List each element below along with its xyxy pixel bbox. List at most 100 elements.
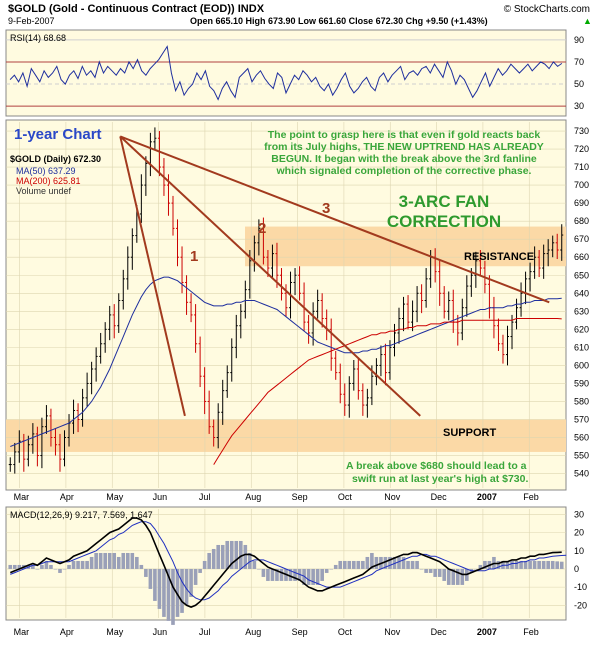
macd-hist-bar: [361, 560, 365, 569]
macd-hist-bar: [220, 544, 225, 569]
rsi-tick-label: 70: [574, 57, 584, 67]
macd-hist-bar: [338, 560, 343, 569]
macd-hist-bar: [211, 548, 216, 569]
macd-hist-bar: [103, 552, 107, 569]
macd-tick-label: -20: [574, 600, 587, 610]
macd-legend: MACD(12,26,9) 9.217, 7.569, 1.647: [10, 510, 153, 520]
macd-hist-bar: [44, 560, 49, 569]
macd-hist-bar: [437, 568, 442, 577]
rsi-panel-bg: [5, 29, 567, 117]
macd-hist-bar: [40, 564, 44, 569]
macd-signal-line: [10, 521, 567, 601]
macd-panel: MACD(12,26,9) 9.217, 7.569, 1.647 -20 -10…: [5, 506, 587, 625]
macd-hist-bar: [401, 556, 406, 569]
macd-hist-bar: [53, 568, 58, 570]
up-arrow-icon: ▲: [583, 16, 592, 26]
macd-hist-bar: [374, 556, 379, 569]
month-label: Feb: [523, 492, 539, 502]
macd-hist-bar: [31, 564, 35, 569]
macd-hist-bar: [121, 552, 126, 569]
macd-hist-bar: [98, 552, 103, 569]
macd-hist-bar: [279, 568, 284, 581]
macd-hist-bar: [85, 560, 89, 569]
macd-tick-label: 0: [574, 564, 579, 574]
macd-hist-bar: [532, 560, 537, 569]
macd-hist-bar: [139, 564, 144, 569]
fanline-2: [119, 135, 421, 417]
month-label: Jul: [199, 492, 211, 502]
rsi-panel: RSI(14) 68.68 30 50 70 90: [5, 29, 584, 117]
macd-hist-bar: [189, 568, 193, 597]
macd-hist-bar: [270, 568, 275, 581]
volume-legend: Volume undef: [16, 186, 72, 196]
macd-hist-bar: [365, 556, 370, 569]
price-tick-label: 660: [574, 252, 589, 262]
macd-hist-bar: [35, 568, 40, 570]
macd-hist-bar: [243, 544, 248, 569]
commentary-line-4: which signaled completion of the correct…: [276, 165, 532, 177]
macd-hist-bar: [225, 540, 230, 569]
macd-month-label: Dec: [431, 627, 448, 637]
macd-hist-bar: [202, 560, 207, 569]
price-tick-label: 640: [574, 288, 589, 298]
macd-hist-bar: [293, 568, 297, 581]
macd-hist-bar: [58, 568, 62, 573]
macd-hist-bar: [311, 568, 315, 585]
price-tick-label: 650: [574, 270, 589, 280]
fan-number-3: 3: [322, 200, 330, 217]
fanline-1: [119, 136, 186, 417]
support-label: SUPPORT: [443, 427, 496, 439]
month-label: Mar: [14, 492, 30, 502]
macd-month-label: Jul: [199, 627, 211, 637]
rsi-tick-label: 50: [574, 79, 584, 89]
macd-hist-bar: [297, 568, 302, 581]
macd-hist-bar: [198, 568, 202, 573]
price-legend: $GOLD (Daily) 672.30: [10, 154, 101, 164]
macd-hist-bar: [112, 552, 117, 569]
macd-hist-bar: [248, 552, 252, 569]
macd-hist-bar: [107, 552, 112, 569]
macd-hist-bar: [80, 560, 85, 569]
commentary-line-2: from its July highs, THE NEW UPTREND HAS…: [264, 141, 544, 153]
macd-hist-bar: [76, 560, 80, 569]
macd-month-label: 2007: [477, 627, 497, 637]
macd-hist-bar: [397, 556, 401, 569]
macd-hist-bar: [433, 568, 437, 577]
ma50-line: [10, 276, 562, 447]
rsi-legend: RSI(14) 68.68: [10, 33, 66, 43]
macd-hist-bar: [315, 568, 320, 585]
fan-number-2: 2: [258, 220, 266, 237]
commentary-line-1: The point to grasp here is that even if …: [268, 129, 541, 141]
breakout-note-line-2: swift run at last year's high at $730.: [352, 473, 528, 485]
month-label: Dec: [431, 492, 448, 502]
macd-hist-bar: [193, 568, 198, 585]
macd-hist-bar: [483, 560, 487, 569]
ohlc-readout: Open 665.10 High 673.90 Low 661.60 Close…: [190, 16, 488, 26]
macd-hist-bar: [252, 560, 257, 569]
macd-hist-bar: [148, 568, 153, 589]
macd-hist-bar: [171, 568, 175, 625]
macd-hist-bar: [89, 556, 94, 569]
macd-hist-bar: [49, 564, 53, 569]
macd-month-label: Aug: [245, 627, 261, 637]
macd-hist-bar: [157, 568, 162, 609]
macd-hist-bar: [306, 568, 311, 585]
macd-tick-label: 30: [574, 509, 584, 519]
macd-hist-bar: [415, 560, 419, 569]
macd-hist-bar: [342, 560, 347, 569]
macd-tick-label: -10: [574, 582, 587, 592]
price-tick-label: 550: [574, 451, 589, 461]
macd-hist-bar: [266, 568, 270, 581]
symbol-title: $GOLD (Gold - Continuous Contract (EOD))…: [8, 3, 265, 15]
support-band: [6, 419, 566, 452]
commentary-line-3: BEGUN. It began with the break above the…: [271, 153, 537, 165]
price-tick-label: 570: [574, 414, 589, 424]
macd-hist-bar: [546, 560, 550, 569]
price-tick-label: 600: [574, 360, 589, 370]
macd-month-label: May: [106, 627, 124, 637]
price-tick-label: 540: [574, 469, 589, 479]
price-tick-label: 680: [574, 216, 589, 226]
month-label: Oct: [338, 492, 353, 502]
macd-month-label: Apr: [60, 627, 74, 637]
